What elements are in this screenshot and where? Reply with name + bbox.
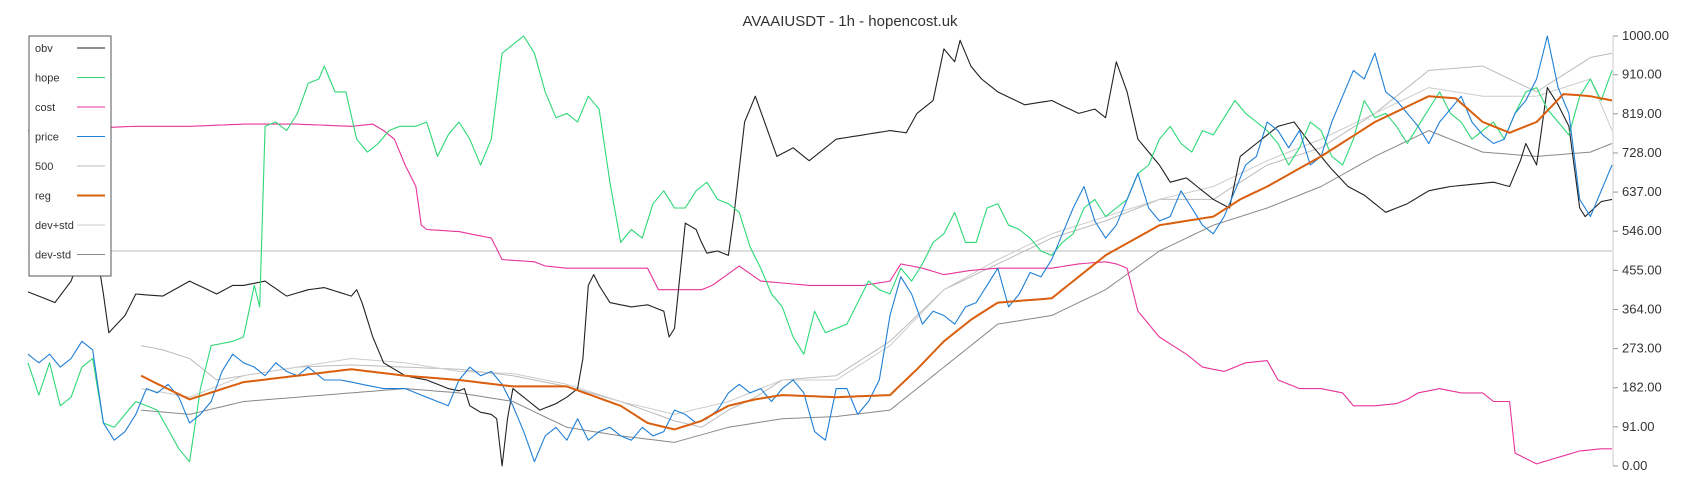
y-tick-label: 546.00 [1622,223,1662,238]
y-tick-label: 1000.00 [1622,28,1669,43]
y-tick-label: 91.00 [1622,419,1655,434]
y-tick-label: 273.00 [1622,341,1662,356]
legend-label: reg [35,191,51,203]
series-line-500 [141,52,1613,428]
legend-label: price [35,132,59,144]
legend-label: cost [35,102,55,114]
y-tick-label: 637.00 [1622,184,1662,199]
legend-label: dev+std [35,220,74,232]
legend-label: dev-std [35,250,71,262]
y-tick-label: 910.00 [1622,67,1662,82]
legend-label: 500 [35,161,53,173]
series-line-dev-std [141,130,1613,443]
y-tick-label: 455.00 [1622,262,1662,277]
series-line-price [27,35,1613,463]
y-tick-label: 0.00 [1622,458,1647,473]
legend-label: hope [35,73,59,85]
series-line-reg [140,93,1613,431]
series-line-hope [27,35,1613,463]
y-axis: 1000.00 910.00 819.00 728.00 637.00 546.00 455… [1612,28,1669,473]
legend-box [28,35,112,277]
series-line-cost [28,123,1612,465]
series-line-dev+std [141,78,1613,415]
series-layer [27,35,1613,467]
y-tick-label: 819.00 [1622,106,1662,121]
legend-label: obv [35,43,53,55]
legend: obv hope cost price 500 reg dev+std dev-std [28,35,112,277]
series-line-obv [27,39,1613,467]
y-tick-label: 728.00 [1622,145,1662,160]
y-tick-label: 182.00 [1622,380,1662,395]
y-tick-label: 364.00 [1622,301,1662,316]
chart-title: AVAAIUSDT - 1h - hopencost.uk [742,13,958,30]
